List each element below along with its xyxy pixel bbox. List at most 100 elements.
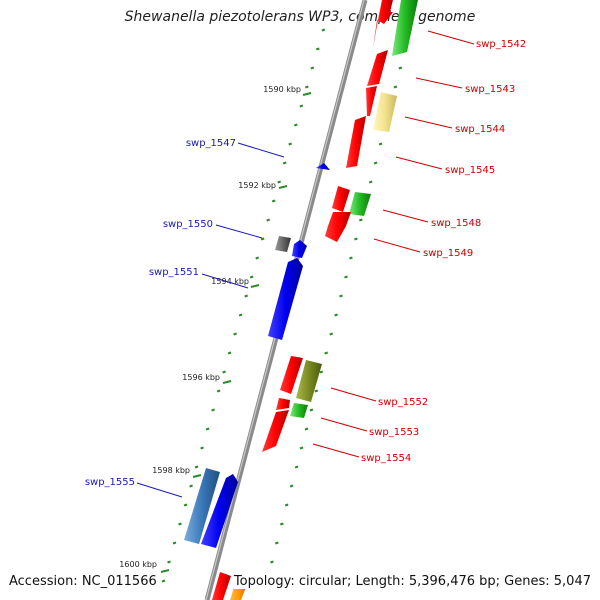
minor-tick bbox=[344, 275, 348, 279]
minor-tick bbox=[324, 351, 329, 355]
minor-tick bbox=[260, 237, 265, 241]
minor-tick bbox=[194, 465, 199, 469]
gene-label-swp-1548[interactable]: swp_1548 bbox=[431, 218, 481, 229]
gene-block-grey[interactable] bbox=[275, 236, 291, 252]
minor-tick bbox=[249, 275, 254, 279]
minor-tick bbox=[270, 560, 274, 564]
gene-block-red[interactable] bbox=[262, 410, 289, 452]
minor-tick bbox=[161, 579, 166, 583]
minor-tick bbox=[284, 503, 289, 507]
gene-block-green[interactable] bbox=[349, 192, 371, 216]
gene-block-red[interactable] bbox=[346, 116, 366, 168]
scale-label-1596: 1596 kbp bbox=[182, 373, 220, 382]
gene-label-swp-1542[interactable]: swp_1542 bbox=[476, 39, 526, 50]
gene-block-green[interactable] bbox=[392, 0, 418, 56]
scale-label-1600: 1600 kbp bbox=[119, 560, 157, 569]
left-callouts: swp_1547 swp_1550 swp_1551 swp_1555 bbox=[85, 138, 285, 498]
minor-tick bbox=[279, 522, 284, 526]
scale-tick bbox=[192, 474, 202, 478]
scale-tick bbox=[222, 380, 232, 384]
gene-label-swp-1547[interactable]: swp_1547 bbox=[186, 138, 236, 149]
minor-tick bbox=[314, 389, 319, 393]
minor-tick bbox=[233, 332, 237, 336]
minor-tick bbox=[244, 294, 249, 298]
gene-label-swp-1543[interactable]: swp_1543 bbox=[465, 84, 515, 95]
gene-block-red[interactable] bbox=[332, 186, 350, 212]
scale-label-1598: 1598 kbp bbox=[152, 466, 190, 475]
minor-tick bbox=[329, 332, 334, 336]
minor-tick bbox=[211, 408, 215, 412]
minor-tick bbox=[183, 503, 188, 507]
minor-tick bbox=[310, 66, 315, 70]
gene-block-olive[interactable] bbox=[296, 360, 322, 402]
minor-tick bbox=[205, 427, 210, 431]
gene-block-green[interactable] bbox=[290, 403, 308, 418]
gene-arrow-blue[interactable] bbox=[201, 474, 238, 548]
minor-tick bbox=[293, 123, 298, 127]
minor-tick bbox=[319, 370, 324, 374]
gene-block-steelblue[interactable] bbox=[184, 468, 220, 544]
left-tick-track bbox=[161, 28, 326, 583]
minor-tick bbox=[315, 47, 320, 51]
minor-tick bbox=[178, 522, 182, 526]
gene-label-swp-1554[interactable]: swp_1554 bbox=[361, 453, 411, 464]
gene-arrow-blue[interactable] bbox=[292, 240, 307, 258]
gene-block-red[interactable] bbox=[280, 356, 303, 394]
minor-tick bbox=[271, 199, 276, 203]
right-strand-genes bbox=[212, 0, 418, 600]
gene-label-swp-1545[interactable]: swp_1545 bbox=[445, 165, 495, 176]
minor-tick bbox=[368, 180, 373, 184]
gene-arrow-blue[interactable] bbox=[268, 258, 303, 340]
scale-tick bbox=[278, 185, 288, 189]
minor-tick bbox=[339, 294, 343, 298]
minor-tick bbox=[277, 180, 282, 184]
minor-tick bbox=[398, 66, 403, 70]
minor-tick bbox=[299, 446, 304, 450]
gene-label-swp-1544[interactable]: swp_1544 bbox=[455, 124, 505, 135]
scale-tick bbox=[160, 569, 170, 573]
scale-label-1594: 1594 kbp bbox=[211, 277, 249, 286]
gene-label-swp-1553[interactable]: swp_1553 bbox=[369, 427, 419, 438]
minor-tick bbox=[227, 351, 232, 355]
gene-block-red[interactable] bbox=[212, 572, 231, 600]
gene-arrow-blue[interactable] bbox=[316, 163, 330, 170]
accession-text: Accession: NC_011566 bbox=[9, 574, 157, 589]
minor-tick bbox=[378, 142, 383, 146]
gene-label-swp-1550[interactable]: swp_1550 bbox=[163, 219, 213, 230]
left-strand-genes bbox=[184, 163, 330, 548]
minor-tick bbox=[354, 237, 358, 241]
minor-tick bbox=[172, 541, 177, 545]
minor-tick bbox=[222, 370, 226, 374]
scale-tick bbox=[302, 92, 312, 96]
minor-tick bbox=[373, 161, 378, 165]
gene-block-red[interactable] bbox=[366, 86, 377, 116]
gene-label-swp-1555[interactable]: swp_1555 bbox=[85, 477, 135, 488]
minor-tick bbox=[289, 484, 294, 488]
minor-tick bbox=[309, 408, 314, 412]
gene-block-red[interactable] bbox=[325, 212, 351, 242]
gene-label-swp-1552[interactable]: swp_1552 bbox=[378, 397, 428, 408]
minor-tick bbox=[321, 28, 326, 32]
minor-tick bbox=[238, 313, 243, 317]
scale-labels: 1590 kbp 1592 kbp 1594 kbp 1596 kbp 1598… bbox=[119, 85, 312, 573]
minor-tick bbox=[288, 142, 293, 146]
scale-label-1590: 1590 kbp bbox=[263, 85, 301, 94]
minor-tick bbox=[216, 389, 221, 393]
gene-label-swp-1549[interactable]: swp_1549 bbox=[423, 248, 473, 259]
scale-label-1592: 1592 kbp bbox=[238, 181, 276, 190]
genome-summary-text: Topology: circular; Length: 5,396,476 bp… bbox=[233, 574, 591, 589]
minor-tick bbox=[349, 256, 353, 260]
gene-block-red[interactable] bbox=[373, 0, 393, 48]
gene-block-yellow[interactable] bbox=[373, 92, 397, 132]
minor-tick bbox=[304, 85, 309, 89]
gene-block-red[interactable] bbox=[367, 50, 388, 86]
minor-tick bbox=[299, 104, 304, 108]
minor-tick bbox=[274, 541, 279, 545]
minor-tick bbox=[200, 446, 204, 450]
minor-tick bbox=[304, 427, 309, 431]
minor-tick bbox=[167, 560, 171, 564]
gene-block-red[interactable] bbox=[276, 398, 290, 410]
gene-label-swp-1551[interactable]: swp_1551 bbox=[149, 267, 199, 278]
minor-tick bbox=[358, 218, 363, 222]
